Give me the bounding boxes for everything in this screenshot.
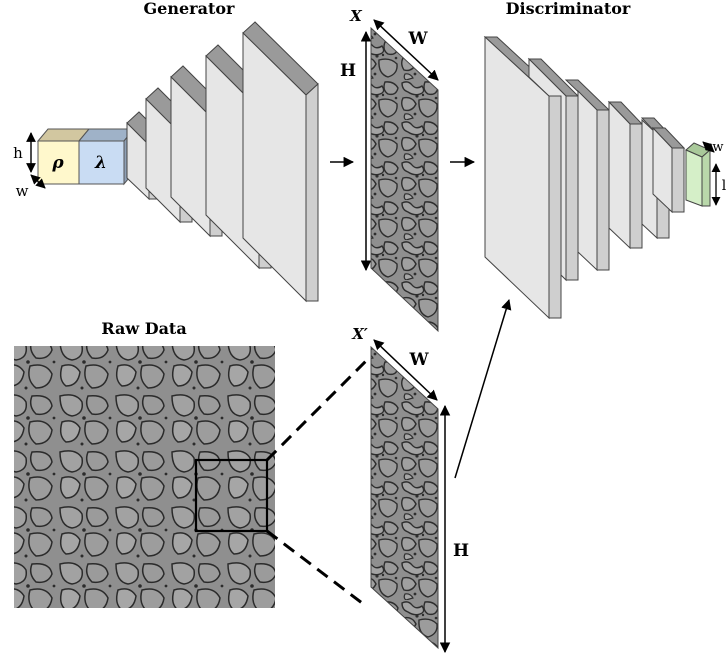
latent-input-block: ρ λ h w xyxy=(13,129,134,200)
x-height-label: H xyxy=(340,61,356,81)
discriminator-output-block xyxy=(686,143,710,206)
zoom-line-bottom xyxy=(267,531,366,606)
x-microstructure-slab xyxy=(371,28,438,331)
discriminator-layers: w l xyxy=(485,37,726,318)
x-width-label: W xyxy=(407,29,428,49)
discriminator-title: Discriminator xyxy=(506,0,631,18)
zoom-line-top xyxy=(267,361,366,460)
generator-title: Generator xyxy=(144,0,236,18)
x-prime-to-discriminator-arrow xyxy=(455,300,509,478)
generated-sample-x: X W H xyxy=(340,7,438,331)
raw-data-image xyxy=(14,346,275,608)
h-label: h xyxy=(13,144,23,162)
lambda-symbol: λ xyxy=(94,153,107,173)
x-prime-height-label: H xyxy=(453,541,469,561)
real-sample-x-prime: X′ W H xyxy=(351,325,469,652)
generator-layers xyxy=(127,22,318,301)
x-prime-label: X′ xyxy=(351,325,368,343)
rho-symbol: ρ xyxy=(51,153,64,173)
disc-l-label: l xyxy=(722,178,726,194)
x-prime-width-label: W xyxy=(408,350,429,370)
discriminator-layer-4 xyxy=(609,102,642,248)
x-label: X xyxy=(349,7,363,25)
disc-w-label: w xyxy=(712,140,723,155)
w-label: w xyxy=(16,182,29,200)
raw-data-title: Raw Data xyxy=(101,319,186,338)
